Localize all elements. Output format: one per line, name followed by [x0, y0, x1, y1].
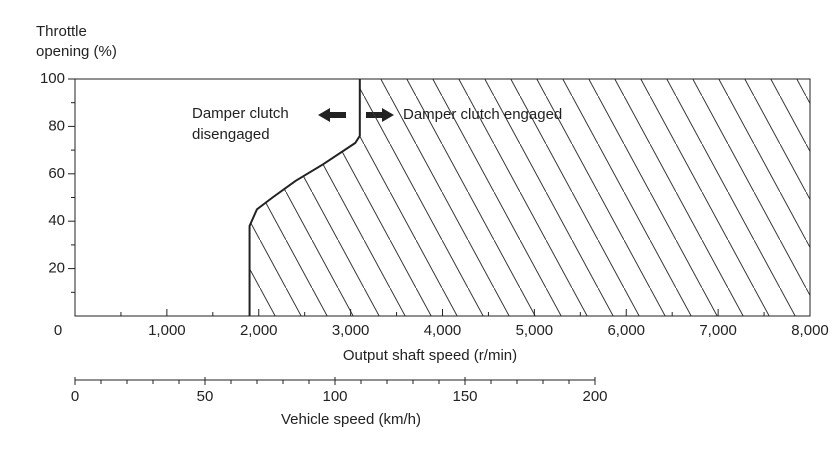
x2-tick-label: 0 — [71, 388, 79, 405]
x2-tick-label: 200 — [582, 388, 607, 405]
x-tick-label: 1,000 — [148, 322, 186, 339]
y-tick-label: 80 — [48, 117, 65, 134]
annotation: Damper clutch engaged — [403, 106, 562, 123]
x-tick-label: 4,000 — [424, 322, 462, 339]
y-tick-label: 60 — [48, 165, 65, 182]
x-tick-label: 5,000 — [516, 322, 554, 339]
x-tick-label: 8,000 — [791, 322, 829, 339]
x-tick-label: 6,000 — [607, 322, 645, 339]
y-axis-label: Throttle — [36, 23, 87, 40]
arrow-left — [318, 108, 346, 122]
x-tick-label: 0 — [54, 322, 62, 339]
boundary-line — [248, 79, 361, 316]
annotation: Damper clutch — [192, 105, 289, 122]
x2-tick-label: 50 — [197, 388, 214, 405]
x2-axis-label: Vehicle speed (km/h) — [281, 411, 421, 428]
x-axis-label: Output shaft speed (r/min) — [343, 347, 517, 364]
x-tick-label: 7,000 — [699, 322, 737, 339]
annotation: disengaged — [192, 126, 270, 143]
x2-tick-label: 150 — [452, 388, 477, 405]
y-axis-label: opening (%) — [36, 43, 117, 60]
x2-tick-label: 100 — [322, 388, 347, 405]
y-tick-label: 100 — [40, 70, 65, 87]
x-tick-label: 2,000 — [240, 322, 278, 339]
y-tick-label: 20 — [48, 260, 65, 277]
y-tick-label: 40 — [48, 212, 65, 229]
hatched-area — [249, 79, 810, 316]
x-tick-label: 3,000 — [332, 322, 370, 339]
